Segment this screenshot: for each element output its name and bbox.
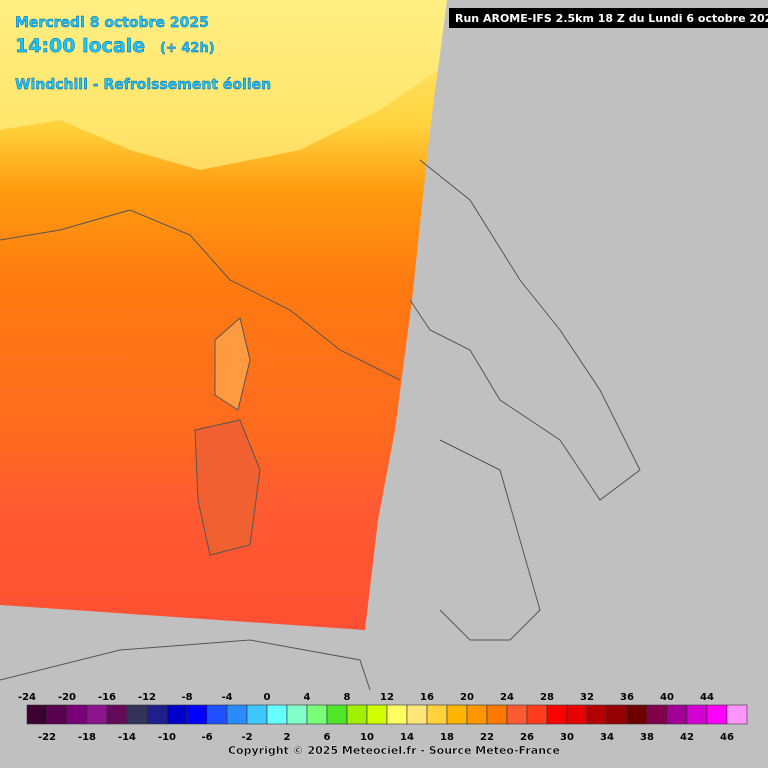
legend-swatch bbox=[646, 704, 668, 725]
model-domain bbox=[0, 0, 447, 630]
legend-swatch bbox=[306, 704, 328, 725]
legend-swatch bbox=[566, 704, 588, 725]
legend-swatch bbox=[126, 704, 148, 725]
legend: -24-22-20-18-16-14-12-10-8-6-4-202468101… bbox=[18, 692, 748, 743]
legend-swatch bbox=[26, 704, 48, 725]
time: 14:00 locale bbox=[15, 35, 145, 57]
legend-swatch bbox=[246, 704, 268, 725]
legend-label: -10 bbox=[158, 732, 176, 743]
legend-label: 6 bbox=[324, 732, 331, 743]
legend-label: 16 bbox=[420, 692, 434, 703]
legend-label: 36 bbox=[620, 692, 634, 703]
legend-swatch bbox=[466, 704, 488, 725]
legend-swatch bbox=[686, 704, 708, 725]
legend-swatch bbox=[546, 704, 568, 725]
legend-label: -8 bbox=[181, 692, 192, 703]
legend-label: 40 bbox=[660, 692, 674, 703]
legend-label: 12 bbox=[380, 692, 394, 703]
legend-swatch bbox=[486, 704, 508, 725]
legend-label: 4 bbox=[304, 692, 311, 703]
legend-label: -4 bbox=[221, 692, 232, 703]
legend-swatch bbox=[66, 704, 88, 725]
legend-label: 2 bbox=[284, 732, 291, 743]
legend-label: 8 bbox=[344, 692, 351, 703]
coastline-south bbox=[439, 439, 541, 641]
legend-label: 26 bbox=[520, 732, 534, 743]
legend-swatch bbox=[326, 704, 348, 725]
legend-swatch bbox=[666, 704, 688, 725]
coastline-africa bbox=[0, 639, 371, 691]
legend-label: -20 bbox=[58, 692, 76, 703]
legend-swatch bbox=[446, 704, 468, 725]
parameter: Windchill - Refroissement éolien bbox=[15, 77, 271, 93]
legend-swatch bbox=[706, 704, 728, 725]
legend-swatch bbox=[386, 704, 408, 725]
legend-label: 30 bbox=[560, 732, 574, 743]
legend-label: 34 bbox=[600, 732, 614, 743]
legend-swatch bbox=[146, 704, 168, 725]
legend-swatch bbox=[726, 704, 748, 725]
legend-label: 44 bbox=[700, 692, 714, 703]
legend-swatch bbox=[166, 704, 188, 725]
legend-label: 28 bbox=[540, 692, 554, 703]
alps bbox=[0, 0, 447, 170]
legend-label: -14 bbox=[118, 732, 136, 743]
legend-label: 10 bbox=[360, 732, 374, 743]
legend-swatch bbox=[86, 704, 108, 725]
sardinia bbox=[194, 419, 261, 556]
legend-label: -18 bbox=[78, 732, 96, 743]
legend-swatch bbox=[406, 704, 428, 725]
legend-label: 18 bbox=[440, 732, 454, 743]
legend-swatch bbox=[626, 704, 648, 725]
corsica bbox=[214, 317, 251, 411]
legend-swatch bbox=[266, 704, 288, 725]
lead-time: (+ 42h) bbox=[160, 41, 215, 56]
legend-label: 32 bbox=[580, 692, 594, 703]
legend-swatch bbox=[46, 704, 68, 725]
legend-label: 14 bbox=[400, 732, 414, 743]
legend-label: -6 bbox=[201, 732, 212, 743]
legend-swatch bbox=[506, 704, 528, 725]
legend-label: -24 bbox=[18, 692, 36, 703]
legend-label: -12 bbox=[138, 692, 156, 703]
legend-swatch bbox=[286, 704, 308, 725]
legend-label: 46 bbox=[720, 732, 734, 743]
legend-swatch bbox=[186, 704, 208, 725]
legend-swatch bbox=[226, 704, 248, 725]
legend-swatch bbox=[106, 704, 128, 725]
legend-swatch bbox=[366, 704, 388, 725]
legend-label: 20 bbox=[460, 692, 474, 703]
coastline bbox=[0, 209, 401, 381]
date: Mercredi 8 octobre 2025 bbox=[15, 15, 209, 31]
legend-label: 22 bbox=[480, 732, 494, 743]
coastline-east bbox=[409, 159, 641, 501]
legend-label: -16 bbox=[98, 692, 116, 703]
run-info: Run AROME-IFS 2.5km 18 Z du Lundi 6 octo… bbox=[455, 12, 768, 25]
legend-swatch bbox=[346, 704, 368, 725]
legend-label: 42 bbox=[680, 732, 694, 743]
legend-label: -22 bbox=[38, 732, 56, 743]
legend-swatch bbox=[426, 704, 448, 725]
legend-swatch bbox=[606, 704, 628, 725]
legend-swatch bbox=[586, 704, 608, 725]
run-banner bbox=[449, 8, 768, 28]
legend-label: 24 bbox=[500, 692, 514, 703]
copyright: Copyright © 2025 Meteociel.fr - Source M… bbox=[228, 744, 560, 757]
legend-label: 38 bbox=[640, 732, 654, 743]
legend-label: 0 bbox=[264, 692, 271, 703]
legend-swatch bbox=[206, 704, 228, 725]
legend-swatch bbox=[526, 704, 548, 725]
legend-label: -2 bbox=[241, 732, 252, 743]
